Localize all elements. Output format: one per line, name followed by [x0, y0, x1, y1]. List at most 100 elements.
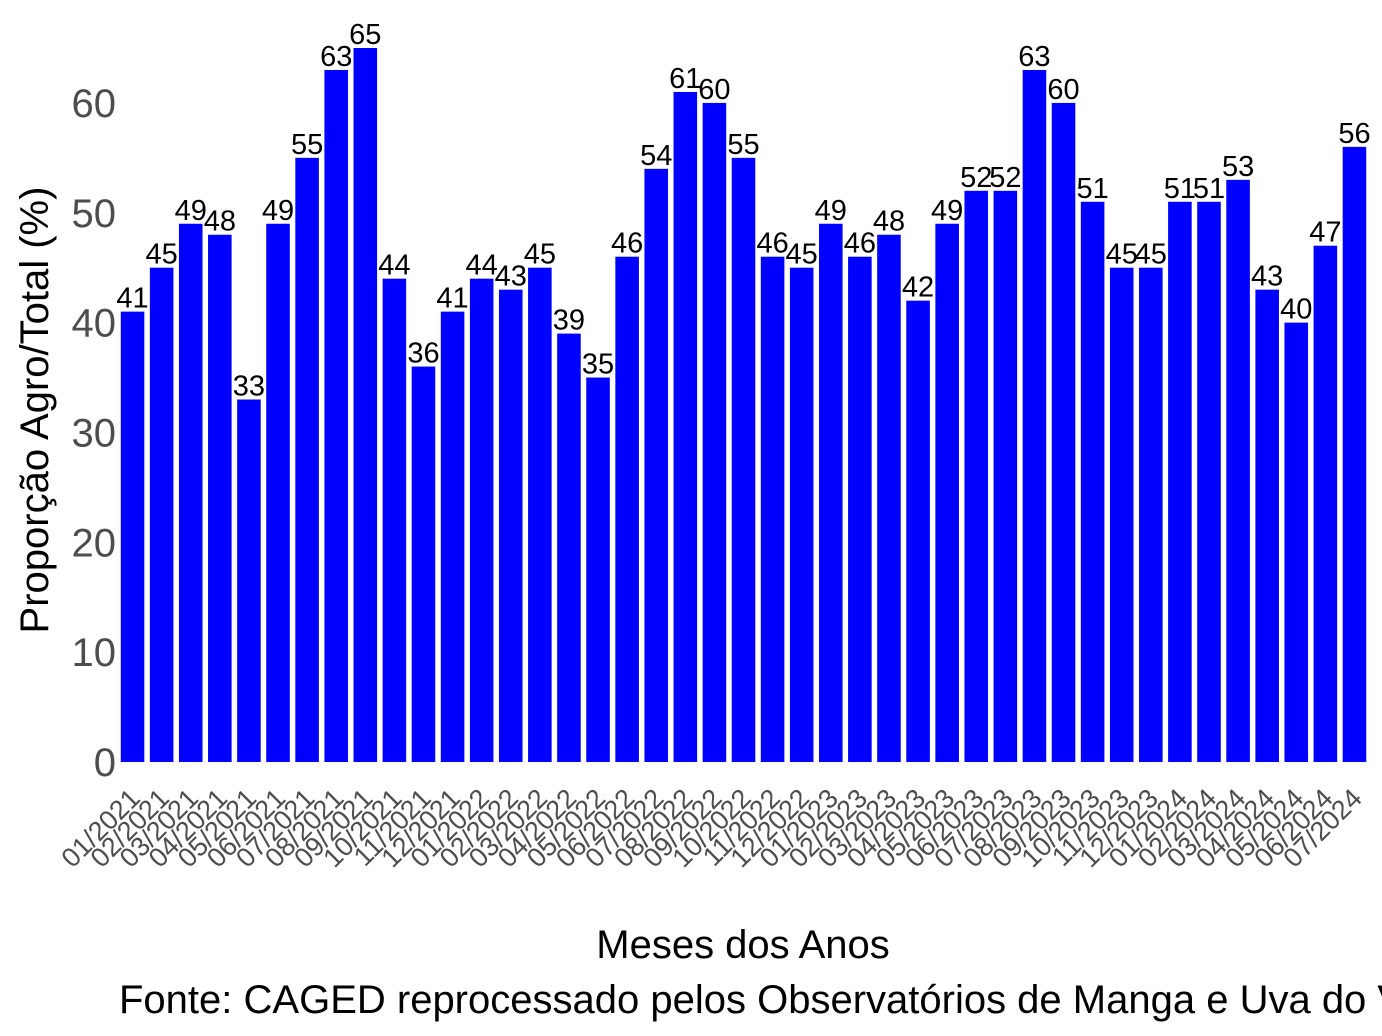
bar-05-2024 [1284, 322, 1309, 762]
bar-value-label: 45 [1106, 239, 1138, 271]
bar-01-2024 [1168, 201, 1192, 762]
bar-value-label: 54 [640, 140, 672, 172]
y-tick-label: 20 [72, 521, 117, 565]
bar-04-2021 [208, 234, 232, 763]
bar-02-2023 [848, 256, 872, 762]
bar-09-2022 [702, 102, 727, 763]
bar-value-label: 63 [320, 41, 352, 73]
bar-07-2021 [295, 157, 319, 763]
bar-value-label: 49 [175, 195, 207, 227]
bar-value-label: 55 [727, 129, 759, 161]
bar-02-2022 [498, 289, 523, 762]
bar-05-2021 [237, 399, 261, 762]
bar-value-label: 48 [204, 206, 236, 238]
bar-value-label: 49 [262, 195, 294, 227]
bar-09-2021 [353, 48, 378, 762]
bar-value-label: 33 [233, 371, 265, 403]
bar-value-label: 42 [902, 272, 934, 304]
bar-value-label: 52 [960, 162, 992, 194]
bar-04-2023 [906, 300, 930, 762]
bar-02-2021 [149, 267, 174, 762]
bar-06-2022 [615, 256, 639, 762]
bar-value-label: 46 [844, 228, 876, 260]
bar-value-label: 49 [815, 195, 847, 227]
bar-10-2023 [1080, 201, 1105, 762]
bar-12-2023 [1139, 267, 1163, 762]
bar-10-2021 [382, 278, 407, 762]
y-tick-label: 40 [72, 302, 117, 346]
bar-value-label: 40 [1280, 294, 1312, 326]
y-axis-title: Proporção Agro/Total (%) [13, 187, 57, 634]
bar-value-label: 41 [116, 283, 148, 315]
bar-value-label: 36 [407, 338, 439, 370]
bar-value-label: 63 [1018, 41, 1050, 73]
bar-01-2022 [469, 278, 494, 762]
bar-06-2023 [964, 190, 989, 763]
bar-06-2021 [266, 223, 290, 762]
bar-07-2023 [993, 190, 1018, 763]
bar-02-2024 [1197, 201, 1221, 762]
bar-04-2024 [1255, 289, 1279, 762]
bar-value-label: 56 [1338, 118, 1370, 150]
bar-03-2023 [877, 234, 901, 763]
bar-value-label: 51 [1076, 173, 1108, 205]
bar-06-2024 [1313, 245, 1338, 763]
bar-11-2023 [1109, 267, 1134, 762]
bars-group [120, 48, 1367, 763]
bar-value-label: 65 [349, 19, 381, 51]
bar-03-2024 [1226, 179, 1250, 762]
bar-value-label: 35 [582, 349, 614, 381]
bar-01-2021 [120, 311, 145, 762]
bar-value-label: 48 [873, 206, 905, 238]
bar-09-2023 [1051, 102, 1076, 763]
bar-value-label: 43 [495, 261, 527, 293]
bar-value-label: 44 [378, 250, 410, 282]
x-axis-title: Meses dos Anos [596, 923, 890, 967]
bar-value-label: 45 [524, 239, 556, 271]
bar-value-label: 45 [786, 239, 818, 271]
y-tick-label: 30 [72, 411, 117, 455]
bar-value-label: 47 [1309, 217, 1341, 249]
bar-value-label: 61 [669, 63, 701, 95]
bar-labels-group: 4145494833495563654436414443453935465461… [116, 19, 1370, 403]
bar-11-2021 [411, 366, 436, 762]
bar-value-label: 49 [931, 195, 963, 227]
chart-caption: Fonte: CAGED reprocessado pelos Observat… [119, 978, 1382, 1022]
bar-08-2021 [324, 69, 348, 763]
bar-08-2022 [673, 91, 698, 762]
bar-12-2021 [440, 311, 465, 762]
bar-value-label: 51 [1193, 173, 1225, 205]
bar-value-label: 45 [1135, 239, 1167, 271]
bar-10-2022 [731, 157, 756, 763]
bar-value-label: 41 [436, 283, 468, 315]
x-axis-ticks: 01/202102/202103/202104/202105/202106/20… [56, 783, 1368, 873]
bar-07-2024 [1342, 146, 1367, 763]
y-tick-label: 0 [94, 741, 116, 785]
bar-05-2022 [586, 377, 610, 762]
bar-value-label: 60 [698, 74, 730, 106]
bar-value-label: 53 [1222, 151, 1254, 183]
bar-value-label: 43 [1251, 261, 1283, 293]
bar-value-label: 51 [1164, 173, 1196, 205]
y-tick-label: 50 [72, 192, 117, 236]
bar-07-2022 [644, 168, 669, 762]
bar-04-2022 [557, 333, 581, 762]
bar-value-label: 39 [553, 305, 585, 337]
y-tick-label: 10 [72, 631, 117, 675]
bar-12-2022 [789, 267, 814, 762]
bar-03-2022 [528, 267, 552, 762]
y-tick-label: 60 [72, 82, 117, 126]
bar-01-2023 [819, 223, 843, 762]
bar-03-2021 [178, 223, 203, 762]
bar-value-label: 46 [611, 228, 643, 260]
bar-value-label: 45 [146, 239, 178, 271]
bar-11-2022 [760, 256, 785, 762]
bar-08-2023 [1022, 69, 1047, 763]
bar-value-label: 44 [466, 250, 498, 282]
y-axis-ticks: 0 10 20 30 40 50 60 [72, 82, 117, 785]
bar-value-label: 55 [291, 129, 323, 161]
bar-value-label: 52 [989, 162, 1021, 194]
bar-value-label: 60 [1047, 74, 1079, 106]
bar-05-2023 [935, 223, 959, 762]
